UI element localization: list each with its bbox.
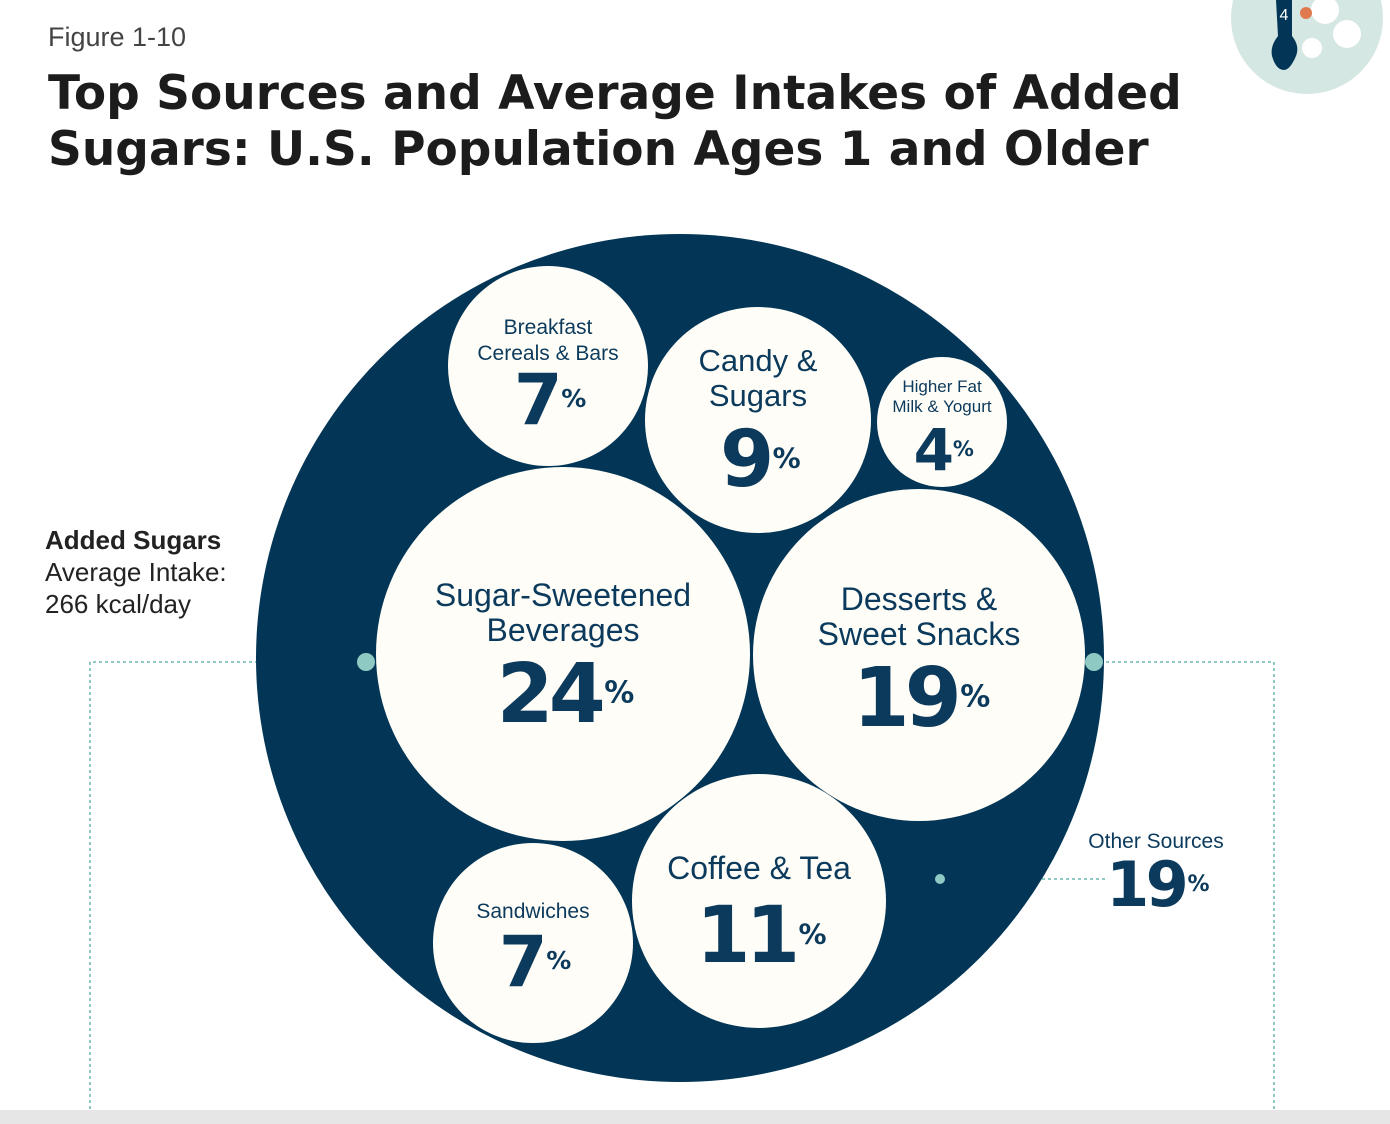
bubble-ssb-label-line-1: Sugar-Sweetened — [435, 577, 691, 613]
right-connector — [1094, 661, 1275, 1124]
figure-label: Figure 1-10 — [48, 22, 187, 52]
intake-heading: Added Sugars — [45, 525, 222, 555]
intake-line-1: Average Intake: — [45, 557, 227, 587]
bubble-candy-circle — [645, 307, 871, 533]
left-connector-dot — [357, 653, 375, 671]
chart-title: Top Sources and Average Intakes of Added… — [48, 66, 1182, 177]
bottom-bar — [0, 1110, 1390, 1124]
bubble-coffee-circle — [632, 774, 886, 1028]
badge-key-icon — [1271, 0, 1298, 70]
bubble-breakfast-circle — [448, 266, 648, 466]
bubble-coffee-label-line-1: Coffee & Tea — [667, 850, 851, 886]
bubble-ssb-label-line-2: Beverages — [487, 612, 640, 648]
bubble-candy-label-line-1: Candy & — [699, 343, 818, 378]
badge-dot-2 — [1333, 20, 1361, 48]
bubbles-layer: Breakfast Cereals & Bars 7 % Candy &Sugars9%… — [376, 266, 1085, 1043]
bubble-candy-value: 9% — [720, 415, 801, 505]
bubble-milk-label-line-1: Higher Fat — [902, 377, 982, 396]
bubble-desserts-circle — [753, 489, 1085, 821]
bubble-ssb-value: 24% — [497, 647, 635, 742]
bubble-desserts-label-line-1: Desserts & — [841, 581, 997, 617]
bubble-sandwiches-label-line-1: Sandwiches — [476, 900, 589, 923]
bubble-ssb-circle — [376, 467, 750, 841]
bubble-breakfast-label-line-1: Breakfast — [504, 316, 593, 339]
intake-summary: Added Sugars Average Intake: 266 kcal/da… — [45, 524, 227, 620]
badge-dot-3 — [1302, 38, 1322, 58]
other-connector-dot — [935, 874, 945, 884]
intake-line-2: 266 kcal/day — [45, 589, 191, 619]
bubble-milk-circle — [877, 357, 1007, 487]
chapter-badge: 4 — [1231, 0, 1383, 94]
badge-accent-dot — [1300, 7, 1312, 19]
badge-number: 4 — [1280, 7, 1289, 24]
bubble-sandwiches-value: 7% — [499, 921, 571, 1003]
bubble-sandwiches-circle — [433, 843, 633, 1043]
other-sources-value: 19% — [1106, 848, 1209, 921]
badge-dot-1 — [1311, 0, 1339, 24]
bubble-candy-label-line-2: Sugars — [709, 378, 807, 413]
bubble-desserts-label-line-2: Sweet Snacks — [818, 616, 1021, 652]
bubble-milk-value: 4% — [914, 416, 974, 484]
right-connector-dot — [1085, 653, 1103, 671]
other-sources-title: Other Sources — [1088, 830, 1223, 853]
bubble-desserts-value: 19% — [853, 651, 991, 746]
bubble-breakfast-label-line-2: Cereals & Bars — [477, 342, 618, 365]
bubble-milk-label-line-2: Milk & Yogurt — [892, 397, 991, 416]
